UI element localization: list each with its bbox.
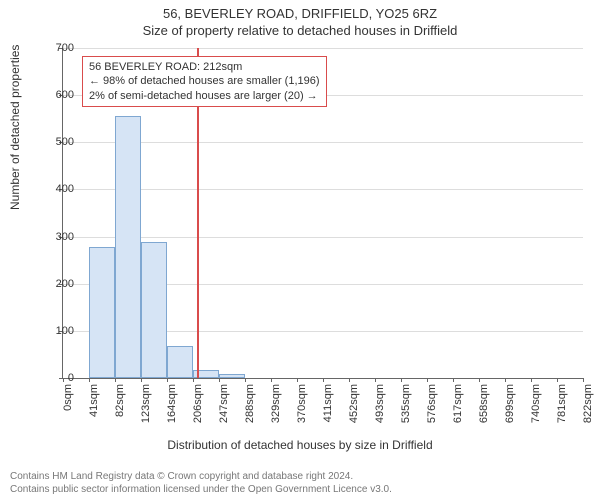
xtick-mark (297, 378, 298, 382)
histogram-bar (167, 346, 194, 378)
xtick-label: 493sqm (374, 384, 386, 444)
annotation-box: 56 BEVERLEY ROAD: 212sqm ← 98% of detach… (82, 56, 327, 107)
xtick-mark (531, 378, 532, 382)
page-subtitle: Size of property relative to detached ho… (0, 21, 600, 38)
ytick-label: 300 (44, 231, 74, 243)
xtick-label: 41sqm (88, 384, 100, 444)
gridline (63, 48, 583, 49)
xtick-label: 535sqm (400, 384, 412, 444)
ytick-label: 100 (44, 325, 74, 337)
xtick-mark (583, 378, 584, 382)
gridline (63, 189, 583, 190)
xtick-label: 411sqm (322, 384, 334, 444)
xtick-label: 247sqm (218, 384, 230, 444)
ytick-label: 500 (44, 136, 74, 148)
ytick-label: 600 (44, 89, 74, 101)
xtick-mark (271, 378, 272, 382)
histogram-bar (89, 247, 115, 378)
xtick-mark (375, 378, 376, 382)
gridline (63, 142, 583, 143)
xtick-mark (115, 378, 116, 382)
xtick-label: 781sqm (556, 384, 568, 444)
xtick-label: 452sqm (348, 384, 360, 444)
xtick-label: 576sqm (426, 384, 438, 444)
xtick-label: 82sqm (114, 384, 126, 444)
footer-attribution: Contains HM Land Registry data © Crown c… (10, 471, 392, 496)
chart-area: 56 BEVERLEY ROAD: 212sqm ← 98% of detach… (62, 48, 582, 378)
xtick-label: 0sqm (62, 384, 74, 444)
xtick-mark (479, 378, 480, 382)
xtick-mark (219, 378, 220, 382)
xtick-label: 617sqm (452, 384, 464, 444)
footer-line: Contains public sector information licen… (10, 484, 392, 497)
xtick-mark (453, 378, 454, 382)
xtick-label: 329sqm (270, 384, 282, 444)
ytick-label: 200 (44, 278, 74, 290)
y-axis-label: Number of detached properties (8, 45, 22, 210)
annotation-line: 56 BEVERLEY ROAD: 212sqm (89, 60, 320, 74)
xtick-label: 740sqm (530, 384, 542, 444)
xtick-mark (349, 378, 350, 382)
annotation-line: 2% of semi-detached houses are larger (2… (89, 89, 320, 103)
ytick-label: 700 (44, 42, 74, 54)
page-title: 56, BEVERLEY ROAD, DRIFFIELD, YO25 6RZ (0, 0, 600, 21)
xtick-mark (505, 378, 506, 382)
xtick-mark (141, 378, 142, 382)
histogram-bar (141, 242, 167, 378)
histogram-bar (115, 116, 141, 378)
xtick-mark (557, 378, 558, 382)
xtick-mark (167, 378, 168, 382)
xtick-mark (245, 378, 246, 382)
footer-line: Contains HM Land Registry data © Crown c… (10, 471, 392, 484)
annotation-line: ← 98% of detached houses are smaller (1,… (89, 74, 320, 88)
xtick-mark (89, 378, 90, 382)
xtick-label: 822sqm (582, 384, 594, 444)
gridline (63, 237, 583, 238)
xtick-label: 699sqm (504, 384, 516, 444)
histogram-bar (219, 374, 245, 378)
chart-container: 56, BEVERLEY ROAD, DRIFFIELD, YO25 6RZ S… (0, 0, 600, 500)
xtick-label: 164sqm (166, 384, 178, 444)
xtick-label: 658sqm (478, 384, 490, 444)
xtick-label: 206sqm (192, 384, 204, 444)
xtick-mark (427, 378, 428, 382)
xtick-mark (401, 378, 402, 382)
xtick-label: 123sqm (140, 384, 152, 444)
xtick-mark (323, 378, 324, 382)
xtick-label: 370sqm (296, 384, 308, 444)
ytick-label: 400 (44, 183, 74, 195)
xtick-mark (193, 378, 194, 382)
xtick-label: 288sqm (244, 384, 256, 444)
ytick-label: 0 (44, 372, 74, 384)
